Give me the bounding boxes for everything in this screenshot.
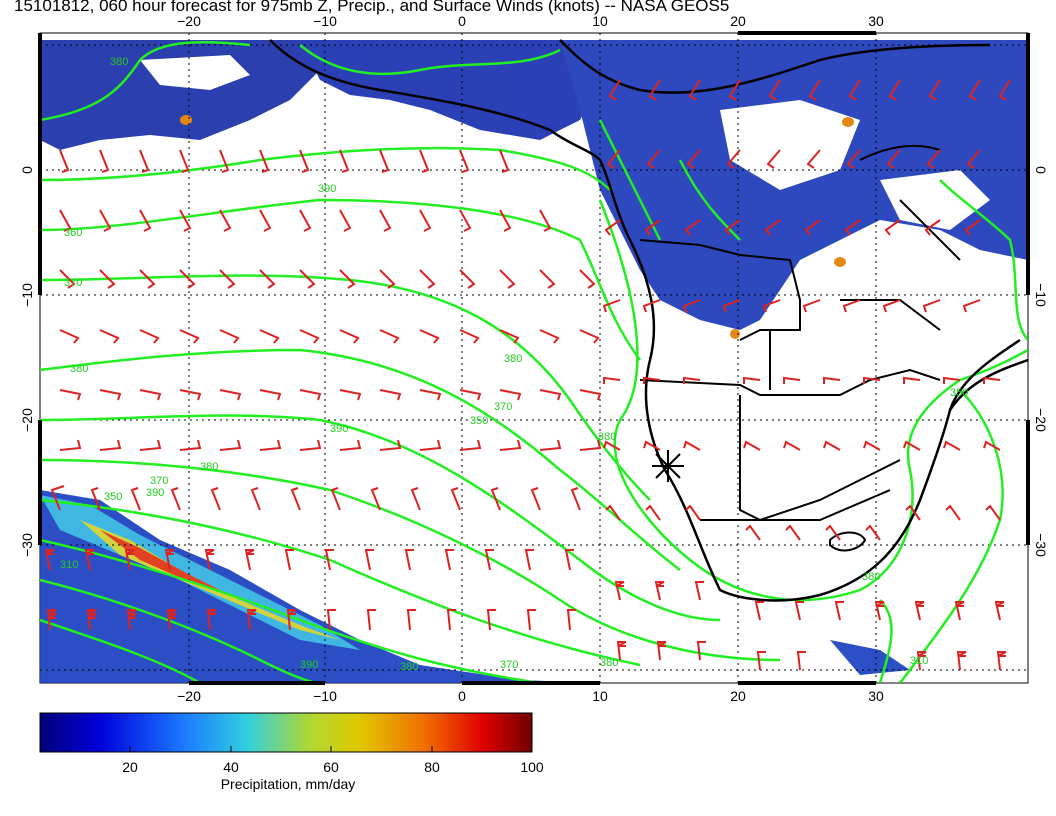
colorbar-title: Precipitation, mm/day [221, 776, 356, 792]
wind-barbs [44, 79, 1011, 671]
contour-label: 390 [318, 183, 336, 195]
top-lon-label: 0 [458, 13, 466, 29]
bottom-lon-label: 20 [730, 688, 746, 704]
right-lat-label: −20 [1033, 408, 1049, 432]
right-lat-label: 0 [1033, 166, 1049, 174]
left-axis-labels: 0 −10 −20 −30 [19, 166, 35, 557]
bottom-lon-label: −10 [313, 688, 337, 704]
left-lat-label: −20 [19, 408, 35, 432]
precipitation-colorbar: 20 40 60 80 100 Precipitation, mm/day [39, 712, 544, 792]
height-contours [40, 41, 1028, 683]
contour-label: 350 [950, 387, 968, 399]
top-lon-label: −10 [313, 13, 337, 29]
colorbar-gradient [39, 712, 533, 753]
right-axis-labels: 0 −10 −20 −30 [1033, 166, 1049, 557]
colorbar-tick: 80 [424, 759, 440, 775]
precipitation-fields [40, 40, 1028, 683]
contour-label: 370 [150, 475, 168, 487]
colorbar-tick: 100 [520, 759, 544, 775]
location-marker [652, 450, 684, 482]
map-body: 380 360 370 380 390 380 370 350 390 380 … [40, 33, 1028, 683]
frame-scale-bars [38, 31, 1030, 685]
right-lat-label: −10 [1033, 283, 1049, 307]
contour-label: 380 [862, 571, 880, 583]
contour-label: 360 [64, 227, 82, 239]
contour-label: 380 [70, 363, 88, 375]
contour-label: 390 [146, 487, 164, 499]
contour-label: 370 [64, 277, 82, 289]
bottom-lon-label: 30 [868, 688, 884, 704]
contour-label: 380 [110, 56, 128, 68]
left-lat-label: 0 [19, 166, 35, 174]
contour-label: 310 [910, 655, 928, 667]
top-axis-labels: −20 −10 0 10 20 30 [177, 13, 884, 29]
top-lon-label: 10 [592, 13, 608, 29]
contour-label: 370 [494, 401, 512, 413]
top-lon-label: 30 [868, 13, 884, 29]
contour-label: 390 [330, 423, 348, 435]
contour-label: 310 [60, 559, 78, 571]
bottom-lon-label: −20 [177, 688, 201, 704]
bottom-axis-labels: −20 −10 0 10 20 30 [177, 688, 884, 704]
contour-label: 380 [504, 353, 522, 365]
left-lat-label: −10 [19, 283, 35, 307]
map-title: 15101812, 060 hour forecast for 975mb Z,… [14, 0, 730, 15]
contour-label: 390 [300, 659, 318, 671]
top-lon-label: −20 [177, 13, 201, 29]
colorbar-tick: 20 [122, 759, 138, 775]
contour-label: 380 [598, 431, 616, 443]
colorbar-tick: 60 [323, 759, 339, 775]
gridlines [40, 33, 1028, 683]
left-lat-label: −30 [19, 533, 35, 557]
contour-labels: 380 360 370 380 390 380 370 350 390 380 … [60, 56, 968, 673]
contour-label: 350 [470, 415, 488, 427]
contour-label: 380 [200, 461, 218, 473]
country-borders [639, 144, 961, 552]
colorbar-tick: 40 [223, 759, 239, 775]
contour-label: 350 [104, 491, 122, 503]
right-lat-label: −30 [1033, 533, 1049, 557]
bottom-lon-label: 10 [592, 688, 608, 704]
contour-label: 370 [500, 659, 518, 671]
contour-label: 380 [600, 657, 618, 669]
top-lon-label: 20 [730, 13, 746, 29]
bottom-lon-label: 0 [458, 688, 466, 704]
contour-label: 380 [400, 661, 418, 673]
